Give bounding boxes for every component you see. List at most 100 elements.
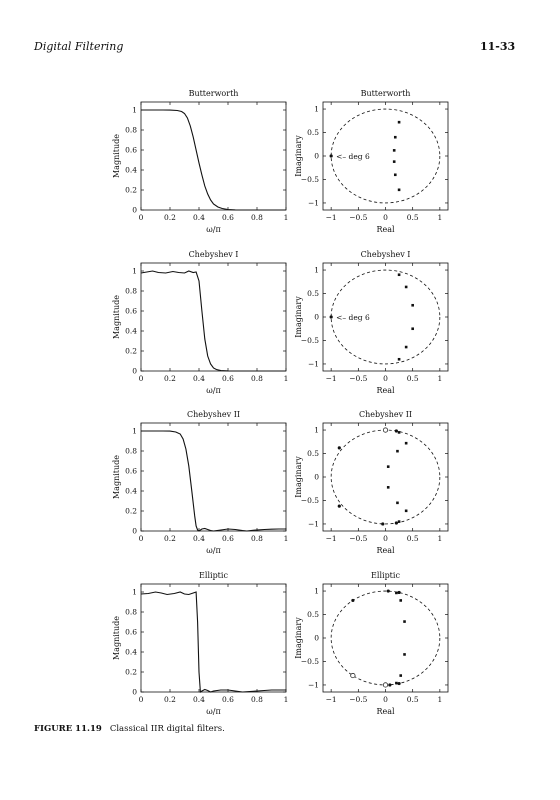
chart1-pole-marker — [393, 173, 397, 177]
chart4-xtick-label: 0.2 — [164, 534, 176, 543]
chart5-xlabel: Real — [376, 546, 395, 555]
chart5-pole-marker — [386, 465, 390, 468]
chart0-magnitude-curve — [141, 109, 286, 211]
chart5-zero-marker — [394, 429, 398, 433]
chart2-title: Chebyshev I — [189, 250, 239, 259]
chart0-ylabel: Magnitude — [112, 134, 121, 178]
chart2-xtick-label: 0.2 — [164, 374, 176, 383]
chart6-ytick-label: 0.2 — [125, 668, 137, 677]
chart4-ytick-label: 0.2 — [125, 507, 137, 516]
chart1-pole-marker — [392, 160, 396, 163]
chart7-unit-circle — [330, 590, 441, 686]
chart6-title: Elliptic — [199, 571, 228, 580]
chart5-ytick-label: −1 — [308, 519, 319, 528]
chart4-magnitude-curve — [141, 430, 286, 532]
chart4-title: Chebyshev II — [187, 410, 240, 419]
chart6-ytick-label: 0.4 — [125, 648, 137, 657]
chart3-ytick-label: 1 — [314, 266, 319, 275]
chart2-xlabel: ω/π — [206, 386, 220, 395]
chart0-frame — [140, 101, 287, 211]
chart0-xtick-label: 0.2 — [164, 213, 176, 222]
chart7-title: Elliptic — [371, 571, 400, 580]
chart4-xtick-label: 0.8 — [251, 534, 263, 543]
chart1-ytick-label: 0 — [314, 152, 319, 161]
chart2-ytick-label: 0.4 — [125, 327, 137, 336]
chart3-pole-marker — [411, 303, 414, 307]
chart5-ytick-label: 0.5 — [307, 449, 319, 458]
chart3-ytick-label: −0.5 — [301, 336, 319, 345]
chart5-ylabel: Imaginary — [294, 456, 303, 498]
chart7-pole-marker — [403, 620, 406, 623]
chart0-xtick-label: 0.8 — [251, 213, 263, 222]
chart1-zero-marker — [329, 154, 333, 158]
chart6-ylabel: Magnitude — [112, 616, 121, 660]
chart1-ytick-label: −1 — [308, 198, 319, 207]
chart5-ytick-label: 0 — [314, 473, 319, 482]
chart3-xlabel: Real — [376, 386, 395, 395]
chart2-xtick-label: 0.4 — [193, 374, 205, 383]
chart1-annotation: <– deg 6 — [336, 152, 370, 161]
chart1-ytick-label: −0.5 — [301, 175, 319, 184]
chart5-ytick-label: 1 — [314, 426, 319, 435]
chart1-xtick-label: −1 — [326, 213, 337, 222]
chart1-ytick-label: 0.5 — [307, 128, 319, 137]
caption-label: FIGURE 11.19 — [34, 724, 102, 734]
chart2-xtick-label: 0.6 — [222, 374, 234, 383]
chart0-ytick-label: 0.8 — [125, 126, 137, 135]
chart4-xtick-label: 1 — [284, 534, 289, 543]
chart1-ytick-label: 1 — [314, 105, 319, 114]
chart1-xtick-label: 0.5 — [407, 213, 419, 222]
chart3-ytick-label: 0.5 — [307, 289, 319, 298]
chart5-zero-marker — [381, 522, 385, 526]
chart7-ytick-label: 1 — [314, 587, 319, 596]
chart1-pole-marker — [393, 135, 397, 139]
page-number: 11-33 — [480, 40, 516, 53]
chart5-pole-marker — [404, 441, 408, 445]
chart7-zero-marker — [351, 598, 355, 603]
chart1-xtick-label: 0 — [383, 213, 388, 222]
chart7-zero-marker — [397, 590, 401, 595]
chart7-frame — [322, 583, 449, 693]
chart5-frame — [322, 422, 449, 532]
chart0-ytick-label: 0.6 — [125, 146, 137, 155]
chart7-pole-marker — [403, 653, 406, 656]
chart7-open-zero-marker — [350, 673, 356, 679]
chart2-ytick-label: 1 — [132, 267, 137, 276]
chart6-ytick-label: 0.6 — [125, 628, 137, 637]
chart7-pole-marker — [399, 599, 403, 602]
chart2-ytick-label: 0.6 — [125, 307, 137, 316]
chart4-ytick-label: 0.6 — [125, 467, 137, 476]
chart4-ylabel: Magnitude — [112, 455, 121, 499]
chart1-pole-marker — [392, 149, 396, 152]
chart7-zero-marker — [397, 681, 401, 686]
chart6-xtick-label: 0.4 — [193, 695, 205, 704]
chart5-xtick-label: −1 — [326, 534, 337, 543]
chart1-xlabel: Real — [376, 225, 395, 234]
chart3-xtick-label: 0 — [383, 374, 388, 383]
chart3-pole-marker — [404, 345, 408, 349]
chart4-ytick-label: 1 — [132, 427, 137, 436]
chart2-ylabel: Magnitude — [112, 295, 121, 339]
chart2-xtick-label: 0.8 — [251, 374, 263, 383]
chart1-xtick-label: −0.5 — [349, 213, 367, 222]
chart0-ytick-label: 0 — [132, 206, 137, 215]
chart0-xtick-label: 0.6 — [222, 213, 234, 222]
chart7-ylabel: Imaginary — [294, 617, 303, 659]
chart5-xtick-label: 0.5 — [407, 534, 419, 543]
chart0-ytick-label: 0.2 — [125, 186, 137, 195]
chart5-zero-marker — [394, 521, 398, 525]
chart4-ytick-label: 0 — [132, 527, 137, 536]
chart0-ytick-label: 1 — [132, 106, 137, 115]
chart2-frame — [140, 262, 287, 372]
chart3-ylabel: Imaginary — [294, 296, 303, 338]
chart3-pole-marker — [411, 327, 414, 331]
chart7-xtick-label: −0.5 — [349, 695, 367, 704]
chart3-ytick-label: 0 — [314, 313, 319, 322]
chart6-magnitude-curve — [140, 591, 286, 693]
chart6-ytick-label: 0 — [132, 688, 137, 697]
chart6-xtick-label: 0 — [139, 695, 144, 704]
chart6-ytick-label: 1 — [132, 588, 137, 597]
chart7-xtick-label: 0 — [383, 695, 388, 704]
caption-text: Classical IIR digital filters. — [109, 724, 225, 734]
